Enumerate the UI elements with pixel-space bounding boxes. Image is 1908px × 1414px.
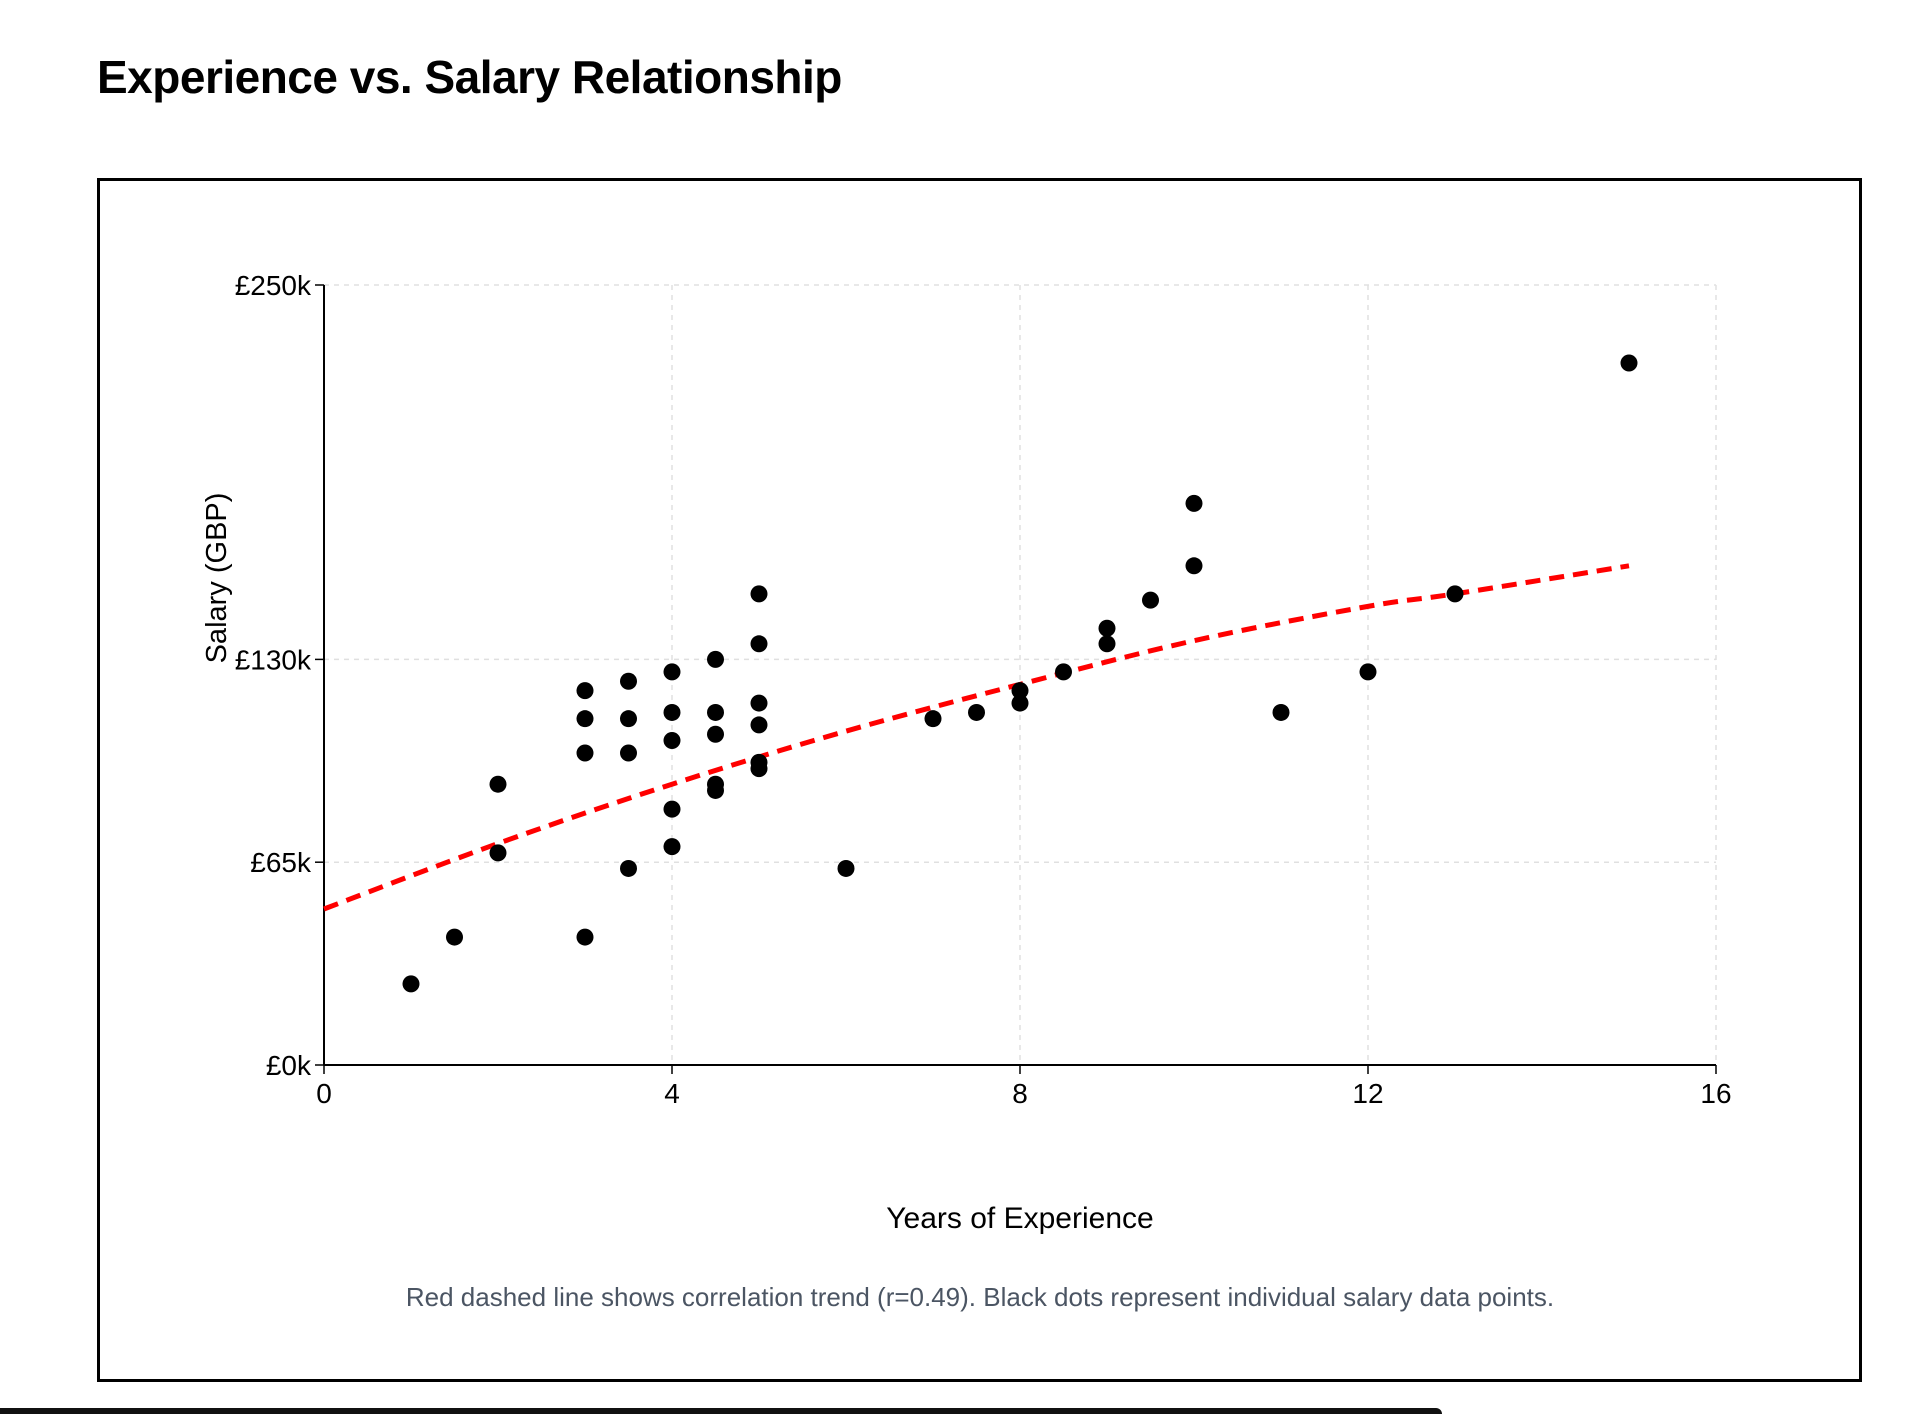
data-point	[1011, 694, 1029, 712]
data-points	[402, 354, 1638, 993]
data-point	[663, 703, 681, 721]
data-point	[620, 672, 637, 690]
chart-caption: Red dashed line shows correlation trend …	[406, 1282, 1554, 1312]
data-point	[663, 800, 681, 818]
chart-title: Experience vs. Salary Relationship	[97, 51, 842, 103]
data-point	[1142, 591, 1159, 609]
data-point	[968, 703, 985, 721]
data-point	[750, 716, 768, 734]
trend-line	[323, 563, 1630, 912]
y-axis-label: Salary (GBP)	[201, 493, 233, 664]
data-point	[1185, 494, 1203, 512]
data-point	[576, 682, 594, 700]
y-tick-label: £0k	[266, 1050, 312, 1081]
data-point	[446, 928, 463, 946]
axes: 0 4 8 12 16 £0k £65k £130k £250k	[235, 270, 1732, 1109]
data-point	[1098, 635, 1116, 653]
data-point	[663, 663, 681, 681]
y-tick-label: £130k	[235, 644, 312, 675]
data-point	[1272, 703, 1290, 721]
data-point	[707, 781, 724, 799]
data-point	[489, 775, 507, 793]
data-point	[576, 744, 594, 762]
data-point	[663, 838, 681, 856]
chart-card	[97, 178, 1862, 1382]
data-point	[1011, 682, 1029, 700]
x-axis-label: Years of Experience	[886, 1202, 1153, 1235]
data-point	[924, 710, 942, 728]
data-point	[1055, 663, 1072, 681]
data-point	[750, 635, 768, 653]
data-point	[1359, 663, 1377, 681]
y-tick-label: £250k	[235, 270, 312, 301]
data-point	[663, 732, 681, 750]
data-point	[1620, 354, 1638, 372]
grid-lines	[324, 284, 1717, 1065]
data-point	[707, 725, 724, 743]
x-tick-label: 0	[316, 1078, 332, 1109]
x-tick-label: 8	[1012, 1078, 1028, 1109]
data-point	[489, 844, 507, 862]
data-point	[620, 859, 637, 877]
data-point	[576, 928, 594, 946]
data-point	[707, 703, 724, 721]
bottom-panel-edge	[0, 1408, 1442, 1414]
x-tick-label: 12	[1352, 1078, 1383, 1109]
data-point	[620, 710, 637, 728]
data-point	[402, 975, 420, 993]
data-point	[750, 694, 768, 712]
data-point	[1185, 557, 1203, 575]
data-point	[707, 650, 724, 668]
x-tick-label: 16	[1700, 1078, 1731, 1109]
data-point	[1098, 619, 1116, 637]
data-point	[1446, 585, 1464, 603]
x-tick-label: 4	[664, 1078, 680, 1109]
data-point	[620, 744, 637, 762]
data-point	[837, 859, 855, 877]
data-point	[750, 760, 768, 778]
data-point	[576, 710, 594, 728]
y-tick-label: £65k	[250, 847, 312, 878]
data-point	[750, 585, 768, 603]
